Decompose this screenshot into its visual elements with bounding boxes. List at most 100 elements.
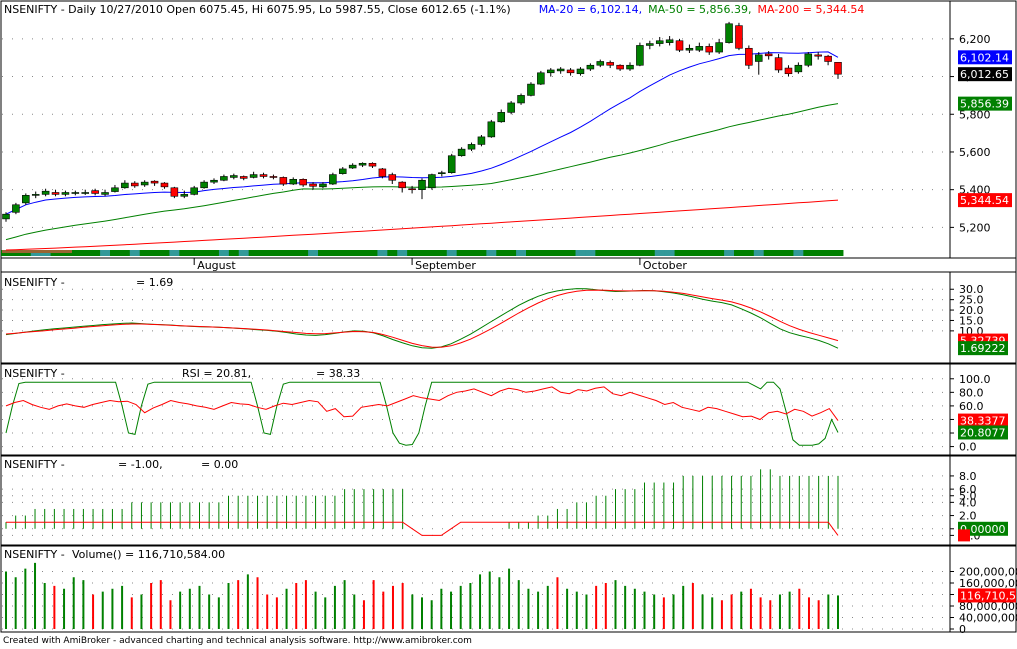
rsi-last-0-box	[958, 413, 1008, 428]
price-strip-51	[506, 250, 517, 256]
vol-last-0-box	[958, 588, 1016, 603]
price-strip-40	[397, 250, 408, 256]
price-strip-23	[228, 250, 240, 256]
price-strip-74	[734, 250, 745, 256]
candle-body-80	[794, 64, 803, 73]
candle-body-12	[121, 182, 129, 189]
candle-body-69	[685, 47, 694, 51]
candle-body-71	[705, 46, 714, 53]
price-last-1-box	[958, 67, 1012, 82]
candle-body-47	[467, 144, 476, 150]
price-strip-53	[526, 250, 537, 256]
rsi-series-0	[5, 381, 839, 446]
price-strip-14	[139, 250, 151, 256]
candle-body-73	[725, 23, 733, 43]
price-strip-55	[545, 250, 557, 256]
candle-body-61	[606, 62, 614, 66]
price-strip-36	[357, 250, 369, 256]
price-strip-38	[377, 250, 388, 256]
candle-body-32	[319, 183, 327, 188]
vol-tick-label-5: 200,000,000	[959, 566, 1017, 579]
candle-body-4	[41, 190, 50, 195]
candle-body-43	[428, 174, 436, 189]
candle-body-28	[279, 177, 288, 185]
price-strip-56	[555, 250, 567, 256]
candle-body-2	[22, 195, 30, 204]
vol-last-0-label: 116,710,58	[960, 589, 1017, 602]
candle-body-77	[764, 53, 773, 57]
pane-frame-rsi	[0, 363, 1017, 456]
price-strip-9	[90, 250, 101, 256]
candle-body-9	[91, 190, 99, 194]
candle-body-62	[616, 64, 624, 70]
osc1-tick-label-1: 15.0	[959, 314, 984, 327]
osc3-tick-label-2: 2.0	[959, 510, 977, 523]
price-strip-8	[80, 250, 91, 256]
rsi-title-value-1: RSI = 20.81,	[182, 367, 251, 380]
candle-body-3	[31, 194, 40, 196]
price-strip-41	[407, 250, 418, 256]
price-strip-66	[654, 250, 666, 256]
candle-body-48	[477, 136, 486, 145]
candle-body-41	[408, 188, 416, 191]
price-strip-75	[743, 250, 755, 256]
price-strip-brown	[2, 250, 72, 253]
date-axis-strip	[0, 257, 1017, 273]
price-strip-59	[585, 250, 596, 256]
candle-body-18	[180, 194, 189, 197]
price-last-2-label: 5,856.39	[960, 98, 1009, 111]
candle-body-63	[626, 64, 634, 70]
candle-body-30	[299, 179, 307, 186]
candle-body-70	[695, 46, 704, 51]
candle-body-54	[537, 72, 545, 85]
price-strip-13	[129, 250, 141, 256]
rsi-last-1-label: 20.8077	[960, 426, 1006, 439]
candle-body-15	[150, 180, 159, 184]
pane-frame-osc3	[0, 455, 1017, 546]
rsi-tick-label-3: 60.0	[959, 400, 984, 413]
candle-body-34	[338, 168, 347, 174]
price-last-1-label: 6,012.65	[960, 68, 1009, 81]
price-strip-16	[159, 250, 170, 256]
pane-frame-price	[0, 0, 1017, 259]
price-strip-60	[595, 250, 606, 256]
osc3-tick-label-6: 8.0	[959, 470, 977, 483]
price-strip-35	[347, 250, 359, 256]
price-strip-76	[753, 250, 765, 256]
rsi-title: NSENIFTY -	[4, 367, 65, 380]
price-strip-80	[793, 250, 804, 256]
candle-body-10	[101, 192, 109, 195]
price-last-3-box	[958, 193, 1012, 208]
price-strip-63	[625, 250, 636, 256]
candle-body-38	[378, 168, 387, 177]
price-strip-44	[436, 250, 448, 256]
candle-body-83	[824, 55, 832, 62]
price-strip-73	[724, 250, 735, 256]
price-title-ma-1: MA-50 = 5,856.39,	[648, 3, 751, 16]
candle-body-55	[546, 69, 555, 74]
price-strip-27	[268, 250, 279, 256]
price-last-3-label: 5,344.54	[960, 194, 1009, 207]
price-strip-39	[387, 250, 398, 256]
rsi-series-1	[5, 386, 839, 421]
date-label-1: September	[415, 259, 476, 272]
rsi-tick-label-4: 80.0	[959, 386, 984, 399]
candle-body-37	[368, 162, 377, 167]
osc3-tick-label-3: 4.0	[959, 496, 977, 509]
candle-body-35	[348, 164, 357, 169]
candle-body-0	[2, 213, 10, 220]
price-strip-72	[714, 250, 725, 256]
candle-body-24	[239, 176, 248, 179]
price-strip-12	[119, 250, 131, 256]
candle-body-64	[636, 45, 644, 66]
candle-body-5	[51, 192, 60, 195]
osc1-series-1	[5, 289, 839, 348]
price-strip-79	[783, 250, 794, 256]
osc1-tick-label-4: 30.0	[959, 283, 984, 296]
candle-body-1	[12, 204, 20, 213]
candle-body-16	[160, 182, 169, 188]
price-strip-68	[674, 250, 685, 256]
rsi-tick-label-0: 0.0	[959, 441, 977, 454]
vol-title: NSENIFTY -	[4, 548, 65, 561]
